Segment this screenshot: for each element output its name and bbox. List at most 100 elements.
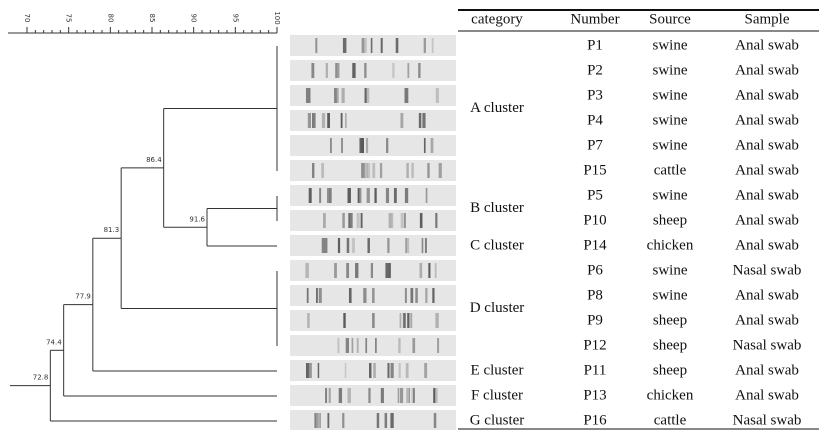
gel-band xyxy=(355,263,358,278)
gel-band xyxy=(347,238,350,253)
gel-band xyxy=(324,238,327,253)
gel-band xyxy=(316,413,319,428)
table-cell: swine xyxy=(653,137,688,153)
gel-band xyxy=(357,213,360,228)
gel-band xyxy=(411,163,414,178)
gel-band xyxy=(431,138,434,153)
gel-band xyxy=(406,388,409,403)
category-cell: F cluster xyxy=(471,387,523,403)
gel-band xyxy=(339,388,342,403)
figure: 707580859095100categoryNumberSourceSampl… xyxy=(0,0,819,430)
gel-band xyxy=(334,88,337,103)
table-cell: cattle xyxy=(654,162,687,178)
gel-band xyxy=(405,188,408,203)
table-cell: P13 xyxy=(583,387,606,403)
table-cell: swine xyxy=(653,62,688,78)
gel-band xyxy=(327,113,330,128)
gel-band xyxy=(420,263,423,278)
gel-band xyxy=(366,138,368,153)
gel-band xyxy=(352,338,354,353)
gel-band xyxy=(424,363,427,378)
gel-band xyxy=(390,413,393,428)
gel-band xyxy=(365,38,367,53)
gel-band xyxy=(426,188,428,203)
gel-band xyxy=(322,113,325,128)
category-cell: C cluster xyxy=(470,237,524,253)
gel-band xyxy=(407,238,409,253)
gel-band xyxy=(405,88,408,103)
gel-band xyxy=(365,163,368,178)
gel-band xyxy=(385,413,388,428)
gel-band xyxy=(400,313,402,328)
gel-band xyxy=(349,288,351,303)
gel-band xyxy=(319,188,321,203)
gel-band xyxy=(341,88,344,103)
table-cell: Anal swab xyxy=(735,312,799,328)
gel-band xyxy=(315,38,317,53)
gel-band xyxy=(325,388,327,403)
header-cell: category xyxy=(471,11,523,27)
gel-band xyxy=(362,38,365,53)
gel-band xyxy=(342,413,344,428)
gel-band xyxy=(437,338,439,353)
gel-band xyxy=(341,113,343,128)
gel-band xyxy=(399,363,401,378)
gel-band xyxy=(350,213,353,228)
table-cell: P1 xyxy=(587,37,603,53)
gel-band xyxy=(327,413,329,428)
gel-band xyxy=(419,113,421,128)
gel-band xyxy=(367,238,369,253)
gel-band xyxy=(352,238,355,253)
gel-band xyxy=(327,188,329,203)
gel-band xyxy=(361,213,363,228)
gel-band xyxy=(432,288,434,303)
gel-band xyxy=(407,63,409,78)
table-cell: P14 xyxy=(583,237,607,253)
table-cell: P16 xyxy=(583,412,607,428)
table-cell: sheep xyxy=(653,337,687,353)
table-cell: chicken xyxy=(647,387,694,403)
category-cell: A cluster xyxy=(470,100,524,116)
gel-band xyxy=(407,313,409,328)
gel-band xyxy=(352,63,355,78)
gel-band xyxy=(398,338,400,353)
node-label: 91.6 xyxy=(189,215,205,223)
gel-band xyxy=(422,238,424,253)
table-cell: P6 xyxy=(587,262,603,278)
header-cell: Number xyxy=(570,11,619,27)
table-cell: Anal swab xyxy=(735,87,799,103)
gel-band xyxy=(410,288,413,303)
gel-band xyxy=(420,213,423,228)
node-label: 77.9 xyxy=(75,293,91,301)
table-cell: Anal swab xyxy=(735,387,799,403)
table-cell: P4 xyxy=(587,112,603,128)
gel-band xyxy=(321,163,324,178)
gel-band xyxy=(319,413,321,428)
gel-lane xyxy=(290,60,456,81)
gel-band xyxy=(386,188,389,203)
gel-band xyxy=(307,363,309,378)
tick-label: 70 xyxy=(23,14,31,23)
header-cell: Source xyxy=(649,11,691,27)
table-cell: sheep xyxy=(653,362,687,378)
gel-band xyxy=(372,288,375,303)
table-cell: Nasal swab xyxy=(733,337,802,353)
gel-band xyxy=(411,388,413,403)
gel-band xyxy=(365,338,367,353)
gel-band xyxy=(381,38,383,53)
gel-band xyxy=(434,413,437,428)
gel-band xyxy=(418,63,420,78)
gel-band xyxy=(335,63,337,78)
gel-band xyxy=(337,338,339,353)
gel-band xyxy=(369,363,371,378)
node-label: 72.8 xyxy=(33,374,49,382)
gel-band xyxy=(323,213,326,228)
gel-lane xyxy=(290,260,456,281)
gel-band xyxy=(398,388,400,403)
gel-lane xyxy=(290,335,456,356)
table-cell: Anal swab xyxy=(735,37,799,53)
table-cell: Anal swab xyxy=(735,287,799,303)
gel-band xyxy=(394,188,397,203)
gel-band xyxy=(422,113,425,128)
gel-band xyxy=(425,238,427,253)
